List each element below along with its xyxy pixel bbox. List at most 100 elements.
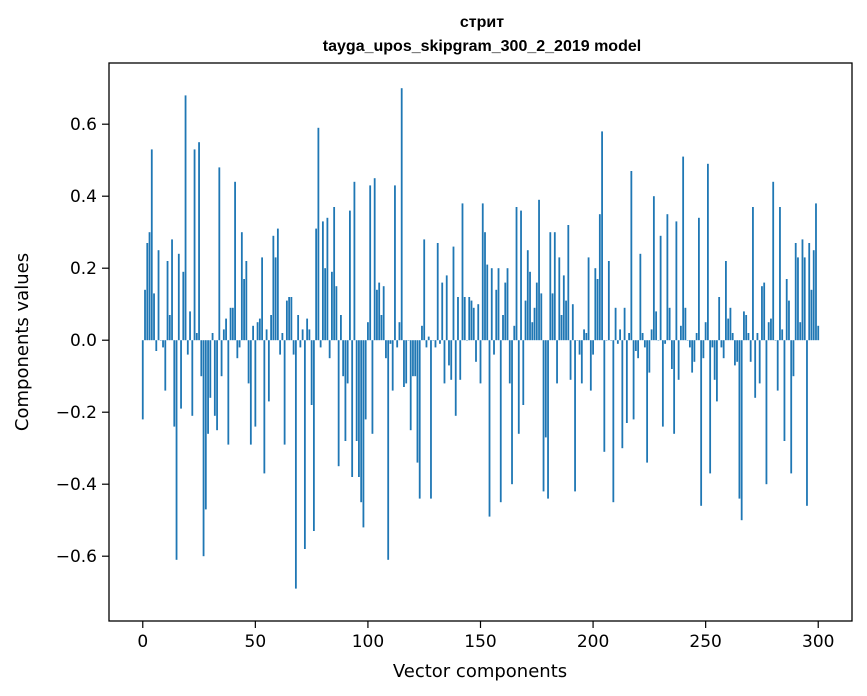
bar [481,203,484,341]
bar [722,340,725,359]
bar [279,340,282,355]
bar [535,282,538,341]
bar [175,340,178,560]
bar [398,322,401,341]
bar [684,307,687,341]
bar [285,300,288,341]
bar [643,340,646,348]
bar [508,340,511,384]
bar [601,131,603,341]
bar [267,340,270,402]
bar [443,340,446,384]
bar [700,340,703,506]
bar [499,340,502,503]
bar [634,340,637,351]
bar [153,293,155,341]
bar [418,340,421,499]
bar [265,329,268,341]
y-tick-label: 0.2 [70,259,97,279]
bar [542,340,545,492]
bar [803,257,806,341]
bar [520,210,522,341]
bar [621,340,624,449]
bar [743,311,745,341]
bar [472,307,475,341]
bar [256,322,259,341]
bar [648,340,651,373]
bar [549,232,552,341]
bar [198,142,200,341]
bar [225,318,227,341]
bar [164,340,167,391]
bar [353,181,356,341]
bar [349,210,351,341]
bar [236,340,239,359]
y-tick-label: 0.6 [70,115,97,135]
bar [479,340,482,384]
bar [141,340,144,420]
y-tick-label: −0.6 [56,547,97,567]
bar [204,340,207,510]
bar [767,322,770,341]
bar [646,340,649,463]
bar [794,243,797,341]
bar [394,185,396,341]
bar [297,315,300,341]
bar [772,181,775,341]
bar [448,340,450,366]
bar [290,297,293,341]
bar [718,297,721,341]
bar [592,340,594,355]
bar [180,340,182,409]
bar [378,282,381,341]
bar [526,250,529,341]
bar [299,340,302,348]
bar [367,322,369,341]
bar [470,300,473,341]
bar [713,340,716,380]
bar [315,228,318,341]
bar [560,315,563,341]
chart-subtitle: tayga_upos_skipgram_300_2_2019 model [323,38,641,55]
bar [641,333,644,341]
bar [436,243,439,341]
bar [666,214,669,341]
bar [603,340,606,452]
bar [337,340,340,467]
bar [776,340,779,391]
bar [513,325,516,341]
bar [628,333,630,341]
x-axis-label: Vector components [393,661,567,682]
bar [716,340,718,402]
bar [738,340,741,499]
bar [752,207,754,341]
bar [815,203,817,341]
x-tick-label: 300 [802,632,834,652]
plot-frame [108,62,853,622]
bar [376,289,378,341]
bar [222,329,225,341]
bar [614,307,617,341]
bar [191,340,194,416]
bar [749,340,752,362]
bar [729,307,732,341]
bar [177,253,180,341]
bar [331,271,333,341]
bar [184,95,187,341]
bar [168,315,171,341]
bar [355,340,358,441]
bar [596,279,599,341]
bar [578,340,581,355]
bar [734,340,736,366]
bar [207,340,209,434]
bar [303,340,306,549]
bar [247,340,250,384]
bar [698,217,700,341]
bar [186,340,189,355]
bar [452,246,455,341]
bar [650,329,653,341]
bar [391,340,394,391]
bar [677,340,680,380]
bar [321,221,324,341]
